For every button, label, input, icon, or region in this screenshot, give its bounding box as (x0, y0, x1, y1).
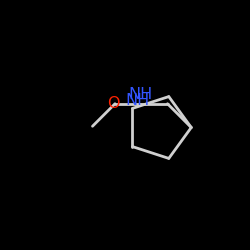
Text: NH: NH (126, 93, 150, 108)
Text: NH: NH (128, 87, 152, 102)
Text: O: O (107, 96, 119, 111)
